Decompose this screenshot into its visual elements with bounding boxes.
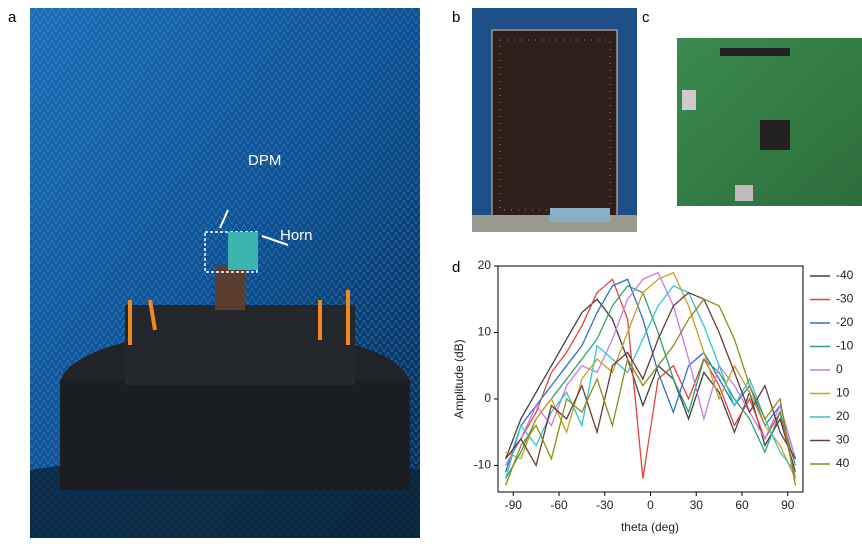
series-line — [504, 285, 796, 479]
series-line — [505, 271, 796, 479]
x-tick-label: 30 — [690, 498, 704, 512]
annotation: DPM — [248, 152, 281, 169]
series-line — [505, 278, 797, 479]
x-tick-label: 60 — [735, 498, 749, 512]
annotation: Horn — [280, 227, 313, 244]
series-line — [504, 298, 797, 473]
series-line — [505, 291, 796, 468]
x-axis-title: theta (deg) — [621, 520, 679, 534]
legend-label: 0 — [836, 362, 843, 376]
legend-label: 40 — [836, 456, 850, 470]
panel-label: c — [642, 9, 650, 26]
legend-label: 10 — [836, 386, 850, 400]
series-line — [505, 271, 797, 466]
panel-label: a — [8, 9, 17, 26]
legend-label: -10 — [836, 339, 854, 353]
legend-label: -20 — [836, 315, 854, 329]
y-tick-label: -10 — [474, 458, 492, 472]
panel-label: d — [452, 259, 460, 276]
x-tick-label: 0 — [647, 498, 654, 512]
y-tick-label: 20 — [478, 258, 492, 272]
photo-chamber — [30, 8, 420, 538]
legend-label: -40 — [836, 268, 854, 282]
x-tick-label: -60 — [550, 498, 568, 512]
x-tick-label: 90 — [781, 498, 795, 512]
series-line — [505, 285, 797, 480]
photo-board — [677, 38, 862, 206]
y-axis-title: Amplitude (dB) — [452, 339, 466, 418]
panel-label: b — [452, 9, 460, 26]
legend-label: -30 — [836, 292, 854, 306]
y-tick-label: 10 — [478, 325, 492, 339]
x-tick-label: -30 — [596, 498, 614, 512]
x-tick-label: -90 — [505, 498, 523, 512]
legend-label: 30 — [836, 433, 850, 447]
photo-array-main — [472, 8, 637, 232]
series-line — [504, 298, 797, 486]
y-tick-label: 0 — [484, 391, 491, 405]
legend-label: 20 — [836, 409, 850, 423]
